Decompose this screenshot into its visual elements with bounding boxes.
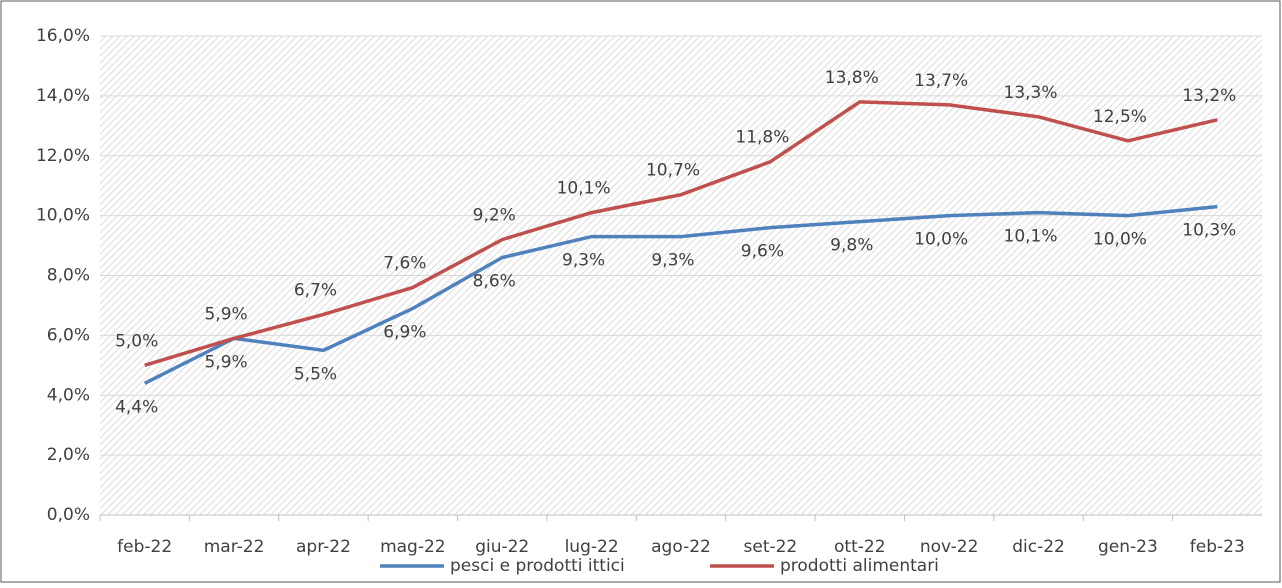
x-tick-label: apr-22 — [296, 537, 351, 557]
data-label: 9,3% — [651, 251, 694, 271]
data-label: 11,8% — [735, 128, 789, 148]
x-tick-label: ott-22 — [834, 537, 886, 557]
x-tick-label: giu-22 — [475, 537, 529, 557]
data-label: 9,2% — [473, 206, 516, 226]
data-label: 5,0% — [115, 331, 158, 351]
y-tick-label: 4,0% — [47, 385, 90, 405]
x-tick-label: feb-22 — [117, 537, 172, 557]
x-tick-label: dic-22 — [1012, 537, 1065, 557]
data-label: 10,3% — [1182, 221, 1236, 241]
x-tick-label: feb-23 — [1190, 537, 1245, 557]
data-label: 5,9% — [204, 304, 247, 324]
y-tick-label: 8,0% — [47, 266, 90, 286]
data-label: 10,1% — [557, 179, 611, 199]
y-tick-label: 12,0% — [36, 146, 90, 166]
data-label: 6,9% — [383, 322, 426, 342]
data-label: 9,6% — [741, 242, 784, 262]
y-tick-label: 6,0% — [47, 325, 90, 345]
x-tick-label: set-22 — [744, 537, 798, 557]
data-label: 10,1% — [1004, 227, 1058, 247]
data-label: 9,3% — [562, 251, 605, 271]
y-tick-label: 10,0% — [36, 206, 90, 226]
y-tick-label: 16,0% — [36, 26, 90, 46]
data-label: 13,7% — [914, 71, 968, 91]
data-label: 12,5% — [1093, 107, 1147, 127]
legend-label: pesci e prodotti ittici — [450, 556, 625, 576]
x-tick-label: gen-23 — [1098, 537, 1158, 557]
data-label: 10,0% — [914, 230, 968, 250]
y-tick-label: 2,0% — [47, 445, 90, 465]
data-label: 4,4% — [115, 397, 158, 417]
data-label: 5,5% — [294, 364, 337, 384]
data-label: 13,3% — [1004, 83, 1058, 103]
legend-label: prodotti alimentari — [780, 556, 939, 576]
data-label: 9,8% — [830, 236, 873, 256]
series-line — [144, 100, 1218, 367]
data-label: 8,6% — [473, 272, 516, 292]
data-label: 7,6% — [383, 253, 426, 273]
x-tick-label: mar-22 — [204, 537, 265, 557]
data-label: 6,7% — [294, 280, 337, 300]
y-tick-label: 0,0% — [47, 505, 90, 525]
data-label: 13,8% — [825, 68, 879, 88]
x-tick-label: mag-22 — [380, 537, 446, 557]
x-tick-label: nov-22 — [920, 537, 979, 557]
data-label: 5,9% — [204, 352, 247, 372]
series-line — [143, 204, 1218, 385]
data-label: 13,2% — [1182, 86, 1236, 106]
x-tick-label: ago-22 — [651, 537, 711, 557]
x-tick-label: lug-22 — [565, 537, 619, 557]
data-label: 10,7% — [646, 161, 700, 181]
y-tick-label: 14,0% — [36, 86, 90, 106]
data-label: 10,0% — [1093, 230, 1147, 250]
